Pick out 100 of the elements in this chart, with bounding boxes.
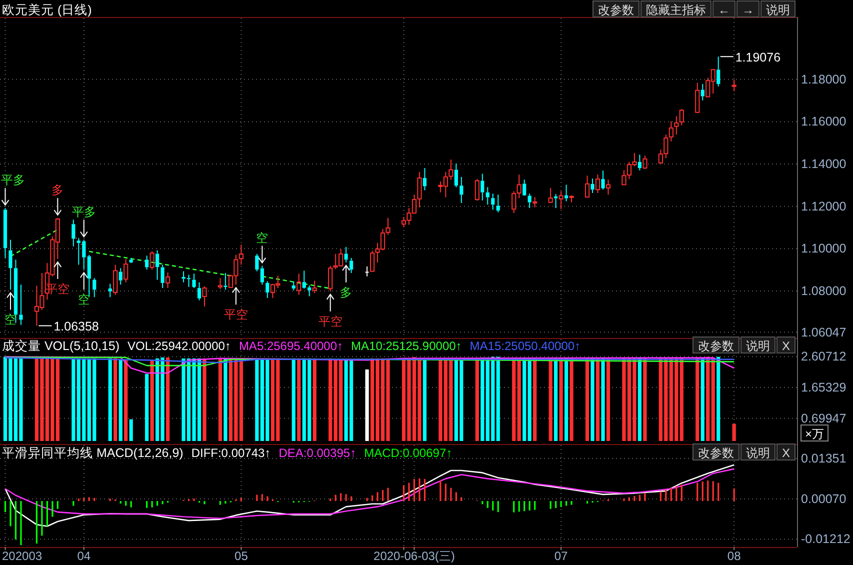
bar [124,360,128,441]
y-tick-label: 1.10000 [801,242,846,256]
button: 说明 [740,336,776,354]
y-tick-label: 0.69947 [801,411,846,426]
y-tick-label: 1.16000 [801,114,846,129]
bar [700,357,704,441]
x-tick-label: 08 [727,549,742,563]
annotation: 空 [256,230,268,245]
bar [475,358,479,441]
bar [422,358,427,441]
bar [522,358,526,441]
x-tick-label: 05 [234,549,248,563]
button: ← [712,0,736,18]
text: DEA:0.00395↑ [278,446,356,460]
bar [517,358,521,441]
y-tick-label: 1.06047 [801,325,846,340]
bar [559,358,563,441]
bar [606,358,610,441]
bar [706,356,710,441]
chart-title: 欧元美元 (日线) [2,2,92,17]
annotation: 平多 [72,204,96,219]
annotation: 平空 [318,314,342,328]
bar [129,419,133,441]
bar [72,358,76,441]
annotation: X [782,446,790,460]
annotation: 1.06358 [54,320,99,334]
chart-title: 平滑异同平均线 MACD(12,26,9) [2,446,184,460]
bar [643,358,647,441]
y-tick-label: 1.65329 [801,380,846,394]
y-tick-label: 0.00070 [801,492,846,506]
bar [496,356,500,441]
annotation: 说明 [746,339,770,353]
bar [585,358,590,441]
bar [218,358,222,441]
annotation: 1.19076 [735,50,781,65]
bar [680,357,684,441]
annotation: 多 [340,285,352,300]
line-series [4,356,735,374]
chart-title: 成交量 VOL(5,10,15) [2,338,120,353]
line-series [4,464,735,527]
bar [601,358,605,441]
bar [732,424,736,441]
bar [696,357,700,441]
annotation: 多 [52,182,64,197]
button: 隐藏主指标 [640,0,712,18]
bar [145,374,149,441]
button: 说明 [740,444,776,460]
y-axis-title: ×万 [805,427,824,441]
x-tick-label: 04 [77,549,91,563]
annotation: 改参数 [698,446,734,460]
bar [438,358,442,441]
bar [108,358,112,441]
series-label: MACD:0.00697↑ [364,446,452,460]
button: 说明 [760,0,796,18]
y-tick-label: 1.18000 [801,72,846,86]
bar [56,358,60,441]
bar [528,358,532,441]
y-tick-label: -0.01212 [801,532,850,546]
bar [166,357,170,441]
button: X [776,444,796,460]
bar [297,358,301,441]
bar [150,360,154,441]
bar [596,358,600,441]
line-series [4,468,735,519]
bar [292,358,296,441]
y-tick-label: 2.60712 [801,350,846,364]
bar [590,358,594,441]
bar [711,357,715,441]
series-label: VOL:25942.00000↑ [128,339,231,353]
bar [224,358,228,441]
bar [716,356,720,441]
x-tick-label: 2020-06-03(三) [374,549,455,563]
button: → [736,0,760,18]
bar [570,358,574,441]
x-tick-label: 07 [554,549,568,563]
bar [365,369,369,441]
series-label: MA5:25695.40000↑ [238,339,344,353]
annotation: 说明 [746,446,770,460]
bar [114,358,118,441]
series-label: MA15:25050.40000↑ [470,339,581,353]
bar [548,358,552,441]
button: 改参数 [592,0,640,18]
y-tick-label: 1.12000 [801,199,846,214]
x-tick-label: 202003 [2,549,42,563]
bar [554,358,558,441]
unit-label: ×万 [800,424,829,442]
annotation: 平空 [224,308,248,322]
bar [328,358,332,441]
bar [533,358,537,441]
button: 改参数 [692,444,740,460]
y-tick-label: 1.08000 [801,284,846,298]
bar [312,358,316,441]
button: 改参数 [692,336,740,354]
y-tick-label: 1.14000 [801,157,846,172]
annotation: 平多 [1,173,25,188]
bar [255,358,259,441]
y-tick-label: 0.01351 [801,452,846,466]
button: X [776,336,796,354]
text: DIFF:0.00743↑ [191,446,271,460]
series-label: MA10:25125.90000↑ [351,339,462,353]
